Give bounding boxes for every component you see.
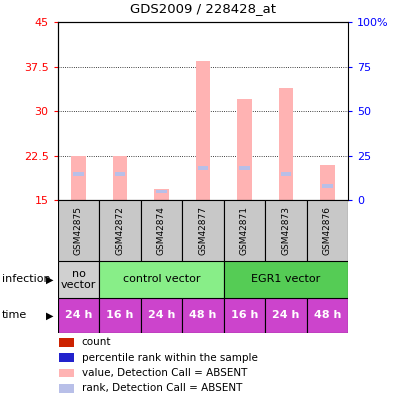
Text: GSM42872: GSM42872 — [115, 207, 125, 255]
Bar — [154, 189, 169, 200]
Text: GSM42871: GSM42871 — [240, 207, 249, 255]
Bar — [281, 172, 291, 176]
Bar — [237, 100, 252, 200]
Text: count: count — [82, 337, 111, 347]
Bar — [115, 172, 125, 176]
Text: 16 h: 16 h — [106, 310, 134, 320]
Bar — [320, 165, 335, 200]
Bar — [307, 298, 348, 333]
Text: 24 h: 24 h — [148, 310, 175, 320]
Text: 48 h: 48 h — [314, 310, 341, 320]
Text: GSM42873: GSM42873 — [281, 207, 291, 255]
Bar — [224, 261, 348, 298]
Bar — [71, 156, 86, 200]
Bar — [182, 200, 224, 261]
Text: 24 h: 24 h — [65, 310, 92, 320]
Text: GSM42876: GSM42876 — [323, 207, 332, 255]
Bar — [224, 200, 265, 261]
Text: value, Detection Call = ABSENT: value, Detection Call = ABSENT — [82, 368, 247, 378]
Bar — [58, 261, 99, 298]
Text: control vector: control vector — [123, 275, 200, 284]
Bar — [113, 156, 127, 200]
Text: infection: infection — [2, 275, 51, 284]
Bar — [239, 166, 250, 170]
Text: percentile rank within the sample: percentile rank within the sample — [82, 353, 258, 362]
Bar — [265, 200, 307, 261]
Bar — [196, 61, 210, 200]
Text: GSM42874: GSM42874 — [157, 207, 166, 255]
Text: EGR1 vector: EGR1 vector — [252, 275, 321, 284]
Bar — [279, 87, 293, 200]
Bar — [307, 200, 348, 261]
Bar — [73, 172, 84, 176]
Bar — [156, 190, 167, 194]
Text: GSM42875: GSM42875 — [74, 207, 83, 255]
Text: GDS2009 / 228428_at: GDS2009 / 228428_at — [130, 2, 276, 15]
Bar — [141, 200, 182, 261]
Text: no
vector: no vector — [61, 269, 96, 290]
Bar — [182, 298, 224, 333]
Bar — [322, 184, 333, 188]
Text: rank, Detection Call = ABSENT: rank, Detection Call = ABSENT — [82, 384, 242, 393]
Text: ▶: ▶ — [46, 275, 53, 284]
Text: GSM42877: GSM42877 — [199, 207, 207, 255]
Bar — [224, 298, 265, 333]
Bar — [99, 298, 141, 333]
Bar — [197, 166, 209, 170]
Bar — [99, 200, 141, 261]
Bar — [141, 298, 182, 333]
Text: 24 h: 24 h — [272, 310, 300, 320]
Text: 48 h: 48 h — [189, 310, 217, 320]
Bar — [58, 298, 99, 333]
Bar — [265, 298, 307, 333]
Text: 16 h: 16 h — [231, 310, 258, 320]
Bar — [99, 261, 224, 298]
Bar — [58, 200, 99, 261]
Text: ▶: ▶ — [46, 310, 53, 320]
Text: time: time — [2, 310, 27, 320]
